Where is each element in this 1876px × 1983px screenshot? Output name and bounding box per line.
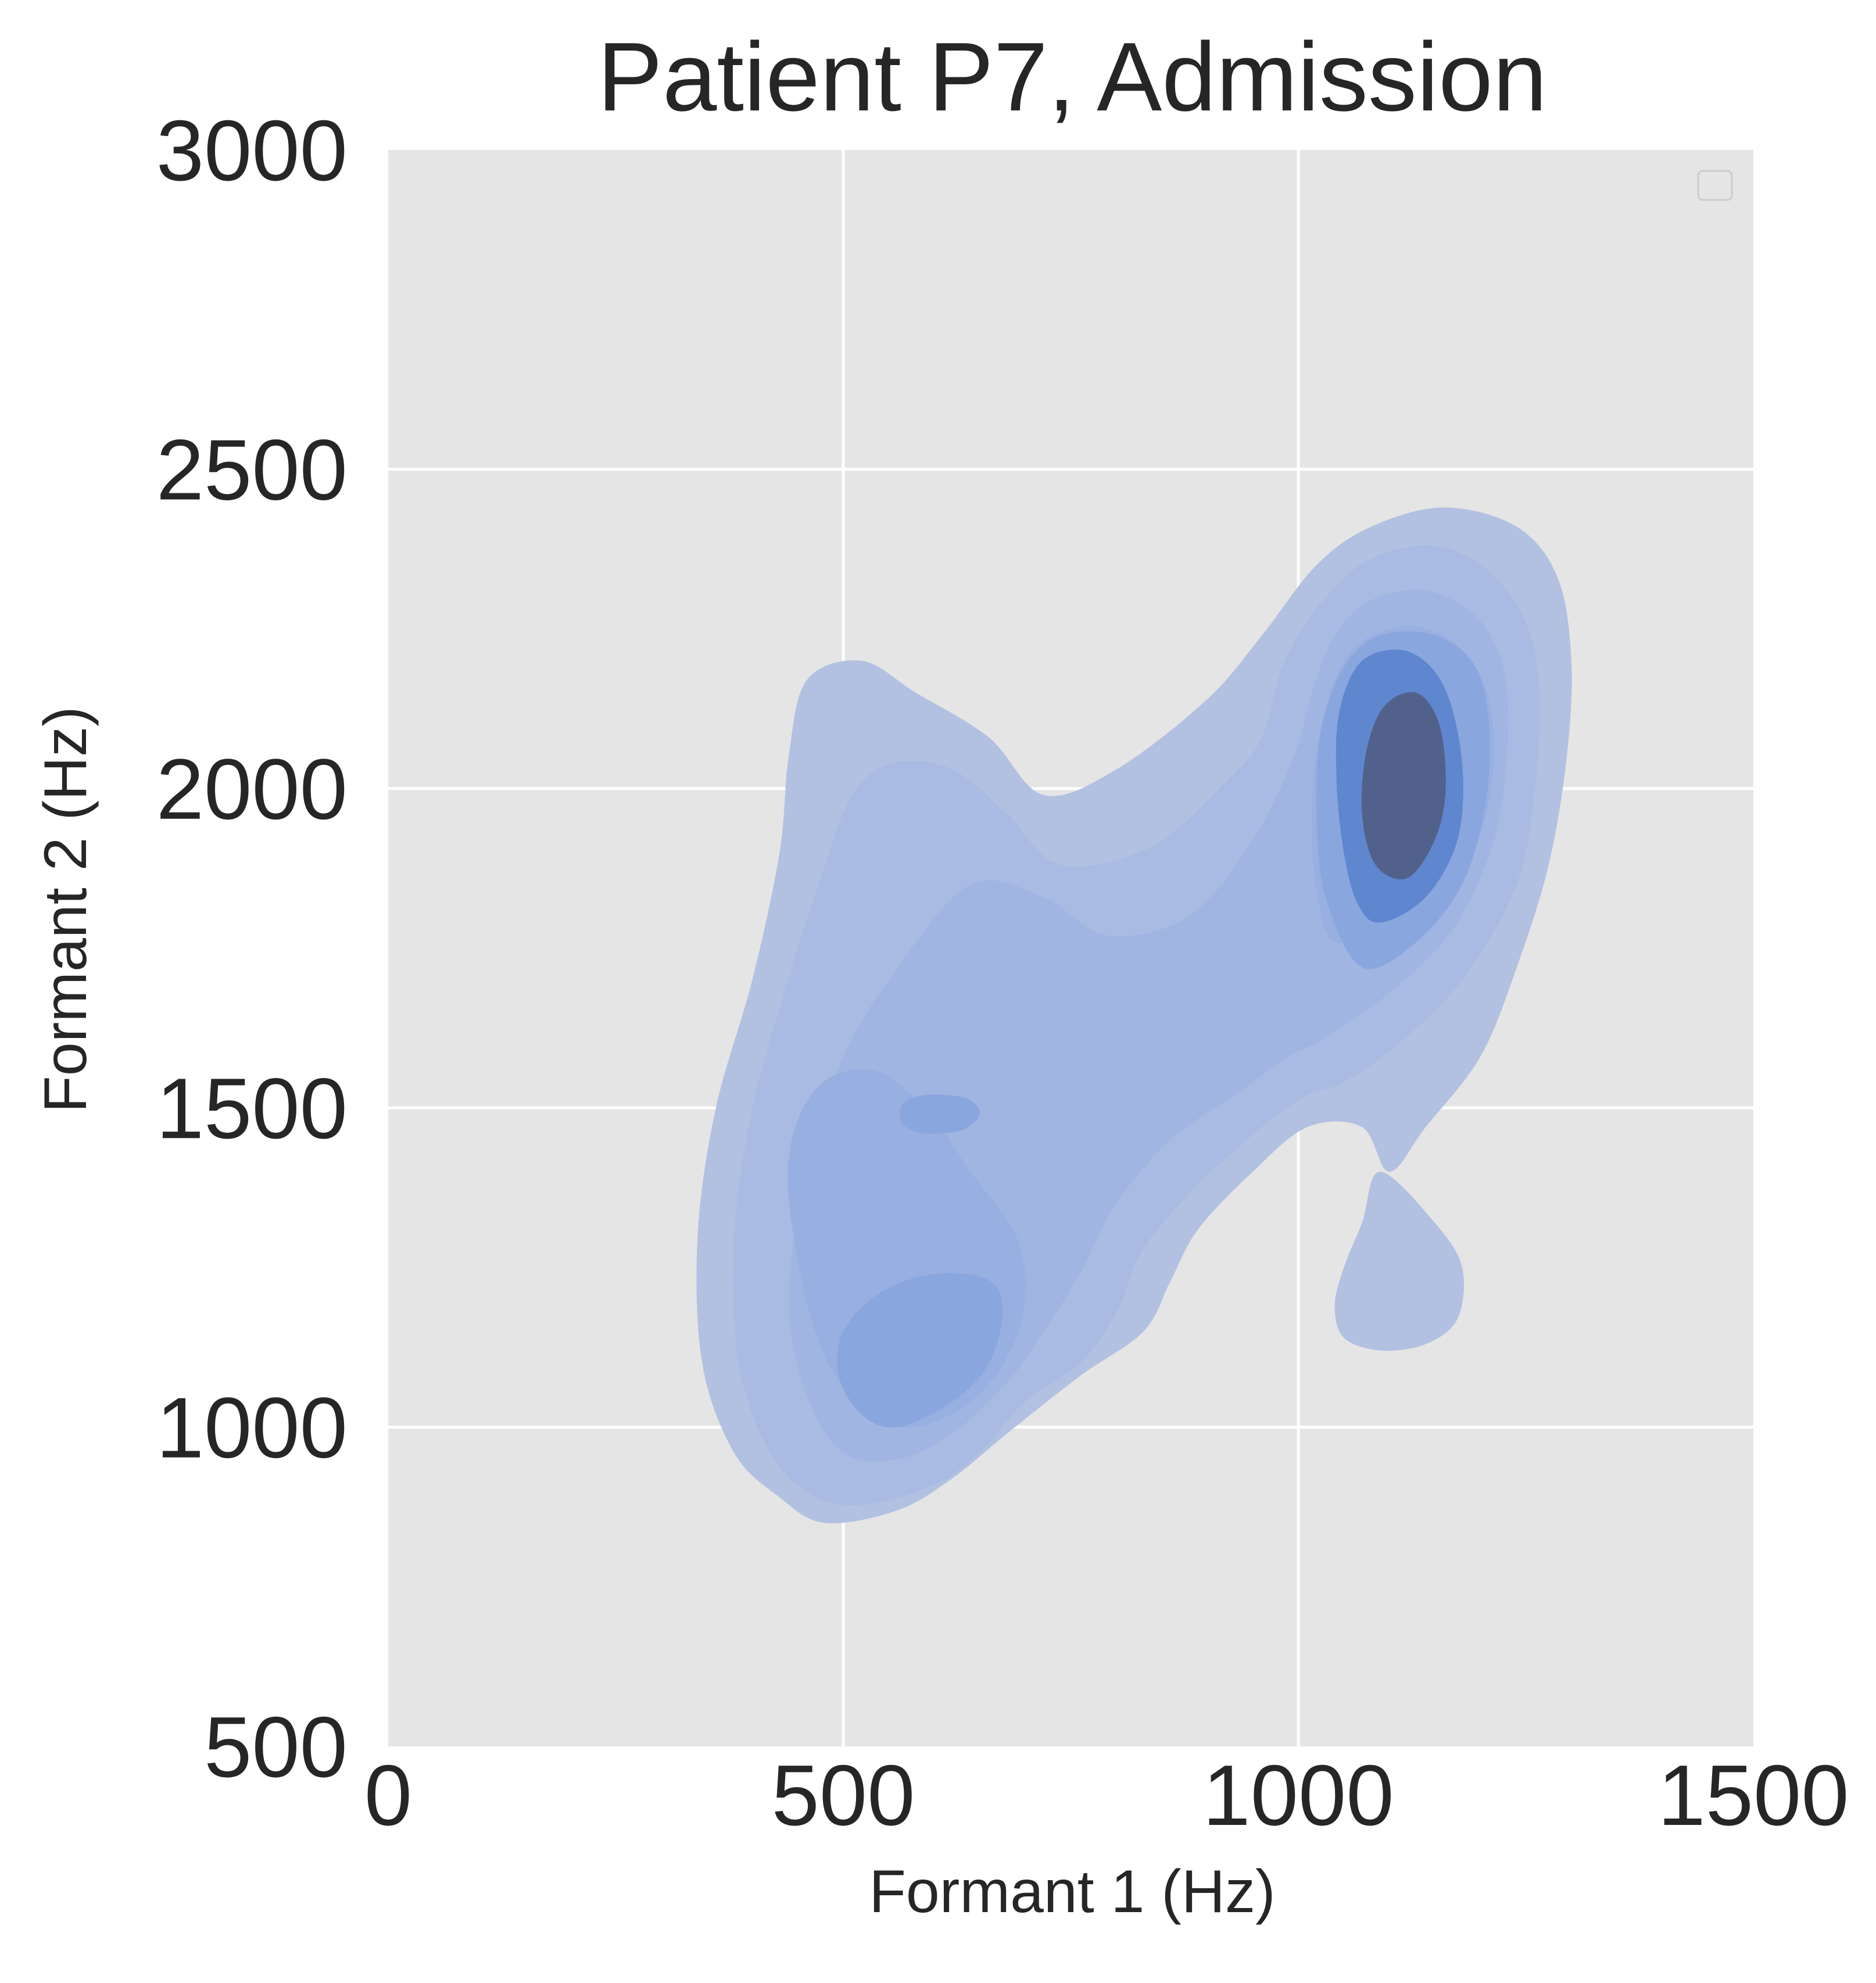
x-tick-label-1000: 1000 [1202,1748,1394,1844]
contour-level-1-region-2 [1334,1172,1465,1351]
y-tick-labels: 500 1000 1500 2000 2500 3000 [156,103,348,1795]
y-tick-label-1000: 1000 [156,1380,348,1476]
contour-level-7-region-1 [1361,692,1446,879]
y-tick-label-500: 500 [204,1699,348,1795]
contour-level-5-region-3 [899,1094,980,1134]
legend-box [1697,170,1733,201]
y-tick-label-3000: 3000 [156,103,348,199]
contour-level-5-region-2 [837,1273,1003,1428]
x-tick-label-0: 0 [364,1748,412,1844]
x-tick-labels: 0 500 1000 1500 [364,1748,1849,1844]
y-axis-label: Formant 2 (Hz) [32,706,99,1112]
y-tick-label-2000: 2000 [156,742,348,837]
x-tick-label-1500: 1500 [1657,1748,1849,1844]
contour-level-7 [1361,692,1446,879]
y-tick-label-1500: 1500 [156,1061,348,1157]
y-tick-label-2500: 2500 [156,422,348,518]
density-contours [696,507,1572,1524]
chart-title: Patient P7, Admission [597,22,1547,131]
plot-area [388,150,1753,1746]
x-tick-label-500: 500 [772,1748,915,1844]
x-axis-label: Formant 1 (Hz) [869,1858,1275,1925]
